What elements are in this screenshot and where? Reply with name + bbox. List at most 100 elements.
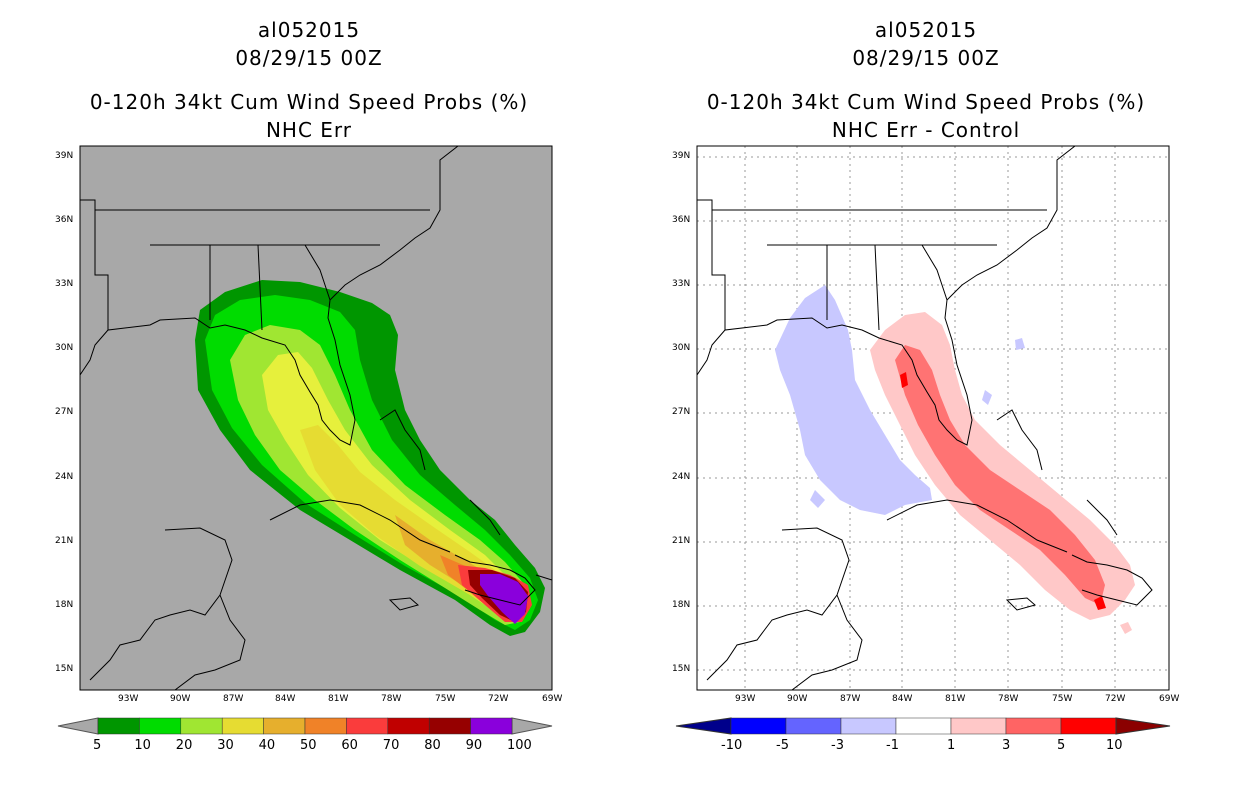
left-lat-tick: 18N	[55, 600, 74, 610]
right-lon-tick: 75W	[1052, 694, 1073, 704]
left-lat-tick: 30N	[55, 343, 74, 353]
right-diff-pos1	[1120, 622, 1132, 634]
left-cb-label: 20	[175, 738, 193, 753]
left-lon-tick: 87W	[223, 694, 244, 704]
right-lon-tick: 81W	[945, 694, 966, 704]
right-cb-swatch	[840, 717, 897, 735]
left-cb-swatch	[346, 717, 389, 735]
left-cb-label: 40	[258, 738, 276, 753]
left-lon-tick: 69W	[542, 694, 563, 704]
right-diff-pos5	[900, 372, 908, 388]
right-lon-tick: 87W	[840, 694, 861, 704]
right-cb-swatch	[785, 717, 842, 735]
left-cb-label: 5	[93, 738, 102, 753]
left-lat-tick: 24N	[55, 472, 74, 482]
left-storm-id: al052015	[257, 18, 361, 42]
left-lon-tick: 93W	[118, 694, 139, 704]
left-cb-label: 30	[217, 738, 234, 753]
left-title: 0-120h 34kt Cum Wind Speed Probs (%)	[89, 90, 529, 114]
left-lat-tick: 36N	[55, 215, 74, 225]
right-cb-swatch	[1060, 717, 1117, 735]
left-cb-swatch	[304, 717, 347, 735]
left-prob-90	[480, 574, 528, 624]
right-lon-tick: 84W	[892, 694, 913, 704]
right-lon-tick: 69W	[1159, 694, 1180, 704]
left-lat-tick: 33N	[55, 279, 74, 289]
right-lat-tick: 36N	[672, 215, 691, 225]
left-lat-tick: 39N	[55, 151, 74, 161]
left-lon-tick: 90W	[170, 694, 191, 704]
right-lon-tick: 78W	[998, 694, 1019, 704]
right-cb-under	[675, 717, 732, 735]
left-datetime: 08/29/15 00Z	[235, 46, 383, 70]
right-cb-swatch	[730, 717, 787, 735]
right-cb-label: -3	[831, 738, 844, 753]
right-cb-label: -1	[886, 738, 899, 753]
left-lat-tick: 21N	[55, 536, 74, 546]
left-cb-swatch	[180, 717, 223, 735]
left-cb-swatch	[97, 717, 140, 735]
right-lon-tick: 72W	[1105, 694, 1126, 704]
left-coastlines	[80, 146, 552, 690]
right-title: 0-120h 34kt Cum Wind Speed Probs (%)	[706, 90, 1146, 114]
right-colorbar	[675, 717, 1171, 735]
right-cb-swatch	[895, 717, 952, 735]
right-diff-neg-spot	[810, 490, 825, 508]
right-lat-tick: 33N	[672, 279, 691, 289]
left-lon-tick: 78W	[381, 694, 402, 704]
left-cb-under	[57, 717, 99, 735]
right-lat-tick: 39N	[672, 151, 691, 161]
right-map	[696, 145, 1170, 691]
right-storm-id: al052015	[874, 18, 978, 42]
right-coastlines	[697, 146, 1153, 690]
left-cb-swatch	[221, 717, 264, 735]
left-cb-label: 50	[300, 738, 317, 753]
right-lat-tick: 24N	[672, 472, 691, 482]
right-cb-label: 3	[1002, 738, 1011, 753]
left-cb-label: 60	[341, 738, 358, 753]
right-cb-label: 5	[1057, 738, 1066, 753]
left-cb-swatch	[428, 717, 471, 735]
left-cb-swatch	[387, 717, 430, 735]
left-cb-label: 90	[465, 738, 483, 753]
right-lat-tick: 15N	[672, 664, 691, 674]
right-lon-tick: 90W	[787, 694, 808, 704]
left-colorbar	[57, 717, 553, 735]
right-diff-neg	[775, 285, 932, 515]
right-diff-pos3	[895, 345, 1105, 605]
right-cb-label: 10	[1106, 738, 1123, 753]
right-cb-swatch	[1005, 717, 1062, 735]
left-cb-label: 80	[424, 738, 441, 753]
right-cb-label: -10	[721, 738, 743, 753]
right-lat-tick: 30N	[672, 343, 691, 353]
left-lon-tick: 75W	[435, 694, 456, 704]
left-lat-tick: 15N	[55, 664, 74, 674]
right-diff-neg-spot	[1015, 338, 1025, 350]
right-subtitle: NHC Err - Control	[831, 118, 1021, 142]
right-lat-tick: 18N	[672, 600, 691, 610]
right-datetime: 08/29/15 00Z	[852, 46, 1000, 70]
left-cb-label: 10	[134, 738, 151, 753]
right-cb-over	[1115, 717, 1171, 735]
right-lat-tick: 27N	[672, 407, 691, 417]
left-lon-tick: 81W	[328, 694, 349, 704]
left-lat-tick: 27N	[55, 407, 74, 417]
left-cb-swatch	[139, 717, 182, 735]
left-lon-tick: 84W	[275, 694, 296, 704]
right-lon-tick: 93W	[735, 694, 756, 704]
right-cb-label: 1	[947, 738, 956, 753]
left-cb-label: 70	[382, 738, 400, 753]
left-cb-over	[511, 717, 553, 735]
left-cb-label: 100	[507, 738, 532, 753]
left-cb-swatch	[263, 717, 306, 735]
right-cb-swatch	[950, 717, 1007, 735]
left-subtitle: NHC Err	[265, 118, 353, 142]
left-lon-tick: 72W	[488, 694, 509, 704]
right-cb-label: -5	[776, 738, 789, 753]
right-diff-neg-spot	[982, 390, 992, 405]
left-cb-swatch	[470, 717, 513, 735]
right-diff-pos5	[1094, 596, 1106, 610]
left-map	[79, 145, 553, 691]
right-lat-tick: 21N	[672, 536, 691, 546]
